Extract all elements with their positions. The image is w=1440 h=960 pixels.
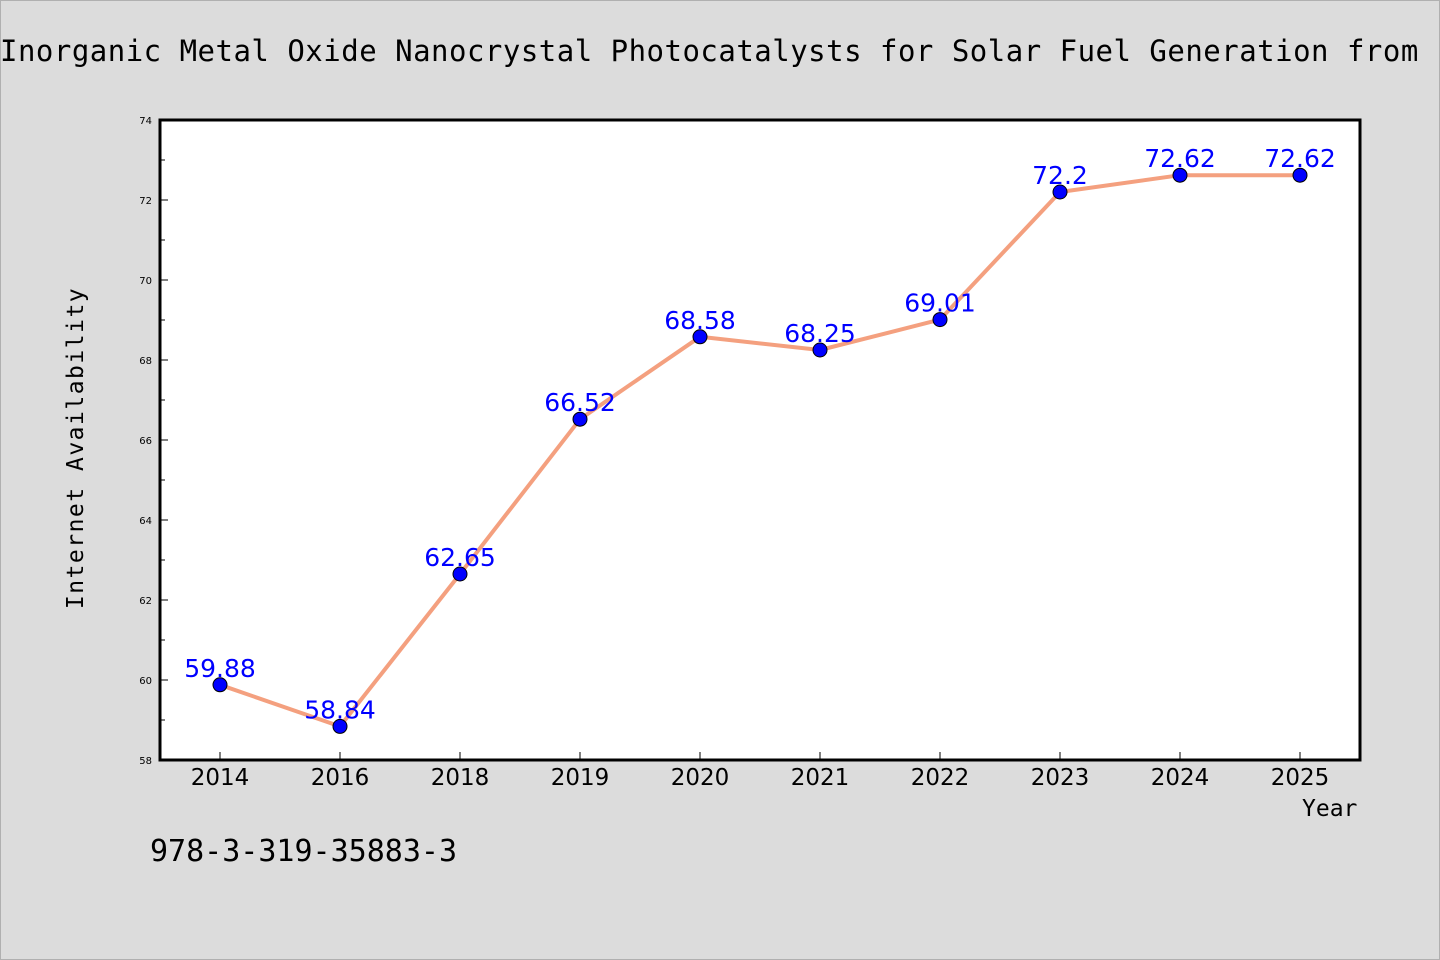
y-tick-label: 72 xyxy=(139,196,152,207)
data-point xyxy=(1052,184,1068,200)
y-tick-label: 64 xyxy=(139,516,152,527)
data-label: 72.2 xyxy=(1032,161,1088,190)
data-point xyxy=(692,329,708,345)
y-tick-label: 66 xyxy=(139,436,152,447)
data-point xyxy=(452,566,468,582)
x-tick-label: 2016 xyxy=(311,765,370,791)
y-axis: 58 60 62 64 66 68 70 72 74 xyxy=(139,116,168,767)
data-label: 69.01 xyxy=(904,289,976,318)
data-point xyxy=(1292,167,1308,183)
data-point xyxy=(332,718,348,734)
data-point xyxy=(1172,167,1188,183)
data-label: 68.25 xyxy=(784,319,856,348)
x-tick-label: 2022 xyxy=(911,765,970,791)
y-tick-label: 68 xyxy=(139,356,152,367)
data-point xyxy=(212,677,228,693)
y-tick-label: 58 xyxy=(139,756,152,767)
x-tick-label: 2023 xyxy=(1031,765,1090,791)
data-label: 72.62 xyxy=(1144,144,1216,173)
data-label: 68.58 xyxy=(664,306,736,335)
data-point xyxy=(812,342,828,358)
x-tick-label: 2025 xyxy=(1271,765,1330,791)
data-point xyxy=(572,411,588,427)
data-label: 66.52 xyxy=(544,388,616,417)
data-label: 62.65 xyxy=(424,543,496,572)
x-tick-label: 2019 xyxy=(551,765,610,791)
x-tick-label: 2014 xyxy=(191,765,250,791)
x-axis-label: Year xyxy=(1302,796,1358,822)
data-label: 72.62 xyxy=(1264,144,1336,173)
series-line xyxy=(218,173,1302,729)
data-label: 58.84 xyxy=(304,695,376,724)
x-tick-label: 2020 xyxy=(671,765,730,791)
x-tick-label: 2021 xyxy=(791,765,850,791)
isbn-annotation: 978-3-319-35883-3 xyxy=(150,834,458,869)
chart-title: Inorganic Metal Oxide Nanocrystal Photoc… xyxy=(0,34,1419,68)
data-point xyxy=(932,312,948,328)
y-axis-label: Internet Availability xyxy=(63,286,89,610)
y-tick-label: 74 xyxy=(139,116,152,127)
data-label: 59.88 xyxy=(184,654,256,683)
y-tick-label: 60 xyxy=(139,676,152,687)
y-tick-label: 70 xyxy=(139,276,152,287)
series-group: 59.88 58.84 62.65 66.52 68.58 68.25 69.01 72.2 7… xyxy=(184,144,1336,734)
x-tick-label: 2024 xyxy=(1151,765,1210,791)
plot-area xyxy=(158,118,1362,762)
y-tick-label: 62 xyxy=(139,596,152,607)
x-axis: 2014 2016 2018 2019 2020 2021 2022 2023 2024 2025 xyxy=(191,752,1330,791)
x-tick-label: 2018 xyxy=(431,765,490,791)
